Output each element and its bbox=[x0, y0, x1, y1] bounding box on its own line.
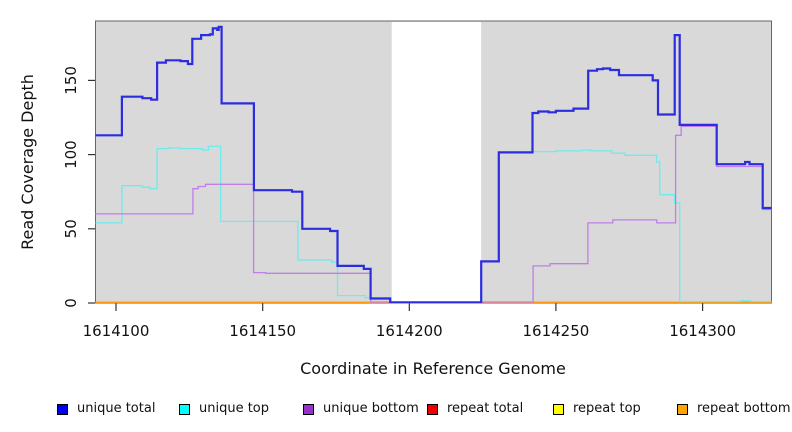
legend-item-unique-bottom: unique bottom bbox=[303, 398, 419, 420]
unique-bottom-swatch-icon bbox=[303, 403, 314, 415]
repeat-bottom-swatch-icon bbox=[677, 403, 688, 415]
x-axis-tick-label: 1614200 bbox=[376, 322, 443, 340]
legend-label: repeat bottom bbox=[697, 401, 791, 416]
x-axis-tick-label: 1614300 bbox=[669, 322, 736, 340]
y-axis-tick-label: 50 bbox=[62, 219, 80, 238]
legend-label: unique bottom bbox=[323, 401, 419, 416]
y-axis-tick-label: 100 bbox=[62, 140, 80, 169]
x-axis-tick-label: 1614150 bbox=[229, 322, 296, 340]
unique-top-swatch-icon bbox=[179, 403, 190, 415]
legend-item-repeat-bottom: repeat bottom bbox=[677, 398, 791, 420]
x-axis-tick-label: 1614100 bbox=[83, 322, 150, 340]
legend-item-unique-total: unique total bbox=[57, 398, 155, 420]
legend-item-unique-top: unique top bbox=[179, 398, 269, 420]
legend-label: unique total bbox=[77, 401, 156, 416]
repeat-total-swatch-icon bbox=[427, 403, 438, 415]
y-axis-tick-label: 150 bbox=[62, 66, 80, 95]
y-axis-tick-label: 0 bbox=[62, 298, 80, 308]
unique-total-swatch-icon bbox=[57, 403, 68, 415]
x-axis-title: Coordinate in Reference Genome bbox=[300, 359, 566, 378]
legend-label: unique top bbox=[199, 401, 270, 416]
series-line-unique-total bbox=[95, 25, 772, 303]
repeat-top-swatch-icon bbox=[553, 403, 564, 415]
legend-item-repeat-total: repeat total bbox=[427, 398, 523, 420]
legend-label: repeat top bbox=[573, 401, 641, 416]
chart-legend: unique total unique top unique bottom re… bbox=[0, 398, 792, 422]
x-axis-tick-label: 1614250 bbox=[522, 322, 589, 340]
y-axis-title: Read Coverage Depth bbox=[18, 74, 37, 250]
legend-label: repeat total bbox=[447, 401, 524, 416]
legend-item-repeat-top: repeat top bbox=[553, 398, 641, 420]
no-data-gap-region bbox=[391, 22, 482, 303]
series-line-unique-bottom bbox=[95, 125, 772, 303]
